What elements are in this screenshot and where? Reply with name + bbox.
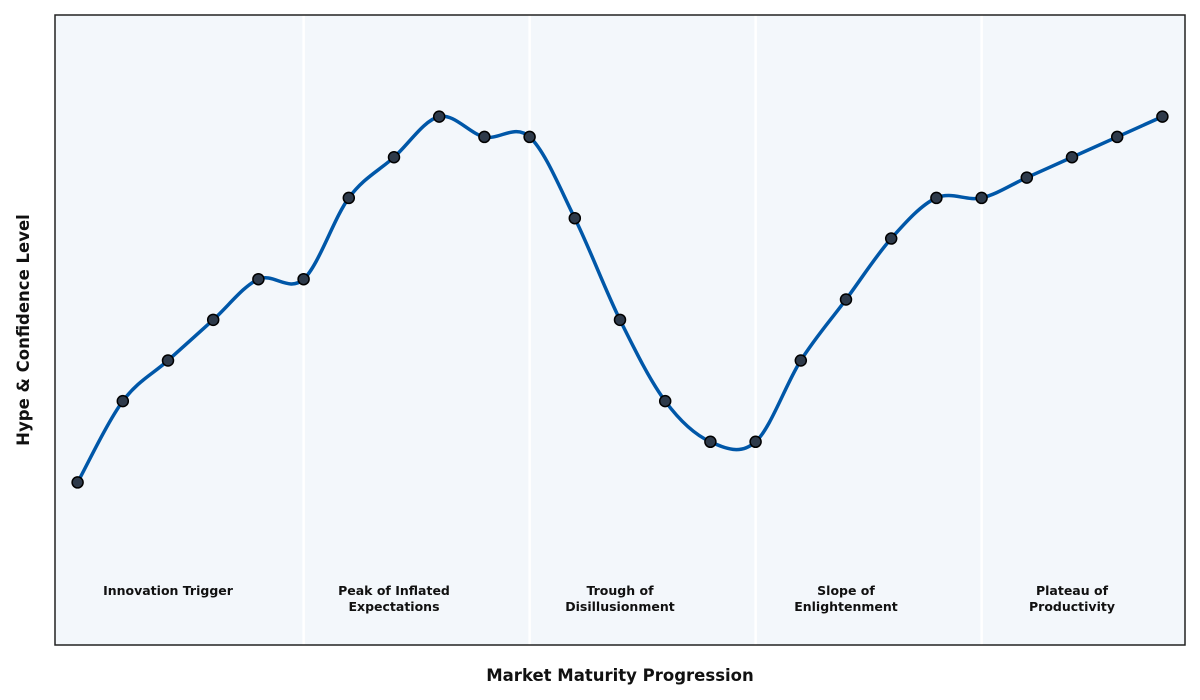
phase-label-5: Plateau of Productivity xyxy=(1029,583,1115,614)
phase-labels: Innovation Trigger Peak of Inflated Expect… xyxy=(103,583,1115,614)
data-point-3 xyxy=(161,354,175,367)
y-axis-label: Hype & Confidence Level xyxy=(14,214,33,446)
data-point-19 xyxy=(884,232,898,245)
data-point-5 xyxy=(252,272,265,286)
plot-frame xyxy=(54,14,1186,646)
x-axis-label: Market Maturity Progression xyxy=(486,666,754,685)
data-point-20 xyxy=(930,191,943,205)
phase-label-1: Innovation Trigger xyxy=(103,583,234,598)
data-point-4 xyxy=(206,313,220,327)
phase-label-4: Slope of Enlightenment xyxy=(794,583,898,614)
data-point-11 xyxy=(523,130,536,144)
data-point-18 xyxy=(839,293,853,306)
data-point-23 xyxy=(1065,151,1079,164)
data-point-12 xyxy=(568,211,582,225)
data-points xyxy=(71,110,1169,489)
phase-dividers xyxy=(302,15,983,645)
data-point-6 xyxy=(297,272,310,286)
plot-area xyxy=(55,15,1185,645)
data-point-14 xyxy=(658,394,672,408)
data-point-24 xyxy=(1110,130,1124,144)
data-point-25 xyxy=(1156,110,1169,123)
data-point-13 xyxy=(613,313,627,327)
phase-label-3: Trough of Disillusionment xyxy=(565,583,674,614)
data-point-2 xyxy=(116,394,130,408)
phase-label-2: Peak of Inflated Expectations xyxy=(338,583,450,614)
data-point-8 xyxy=(387,151,401,164)
data-point-1 xyxy=(71,476,84,489)
data-point-7 xyxy=(342,191,356,205)
data-point-17 xyxy=(794,354,808,367)
data-point-21 xyxy=(975,191,988,205)
data-point-9 xyxy=(432,110,446,123)
data-point-10 xyxy=(478,130,491,144)
data-point-22 xyxy=(1020,171,1034,184)
data-point-16 xyxy=(749,435,762,449)
data-point-15 xyxy=(704,435,717,449)
